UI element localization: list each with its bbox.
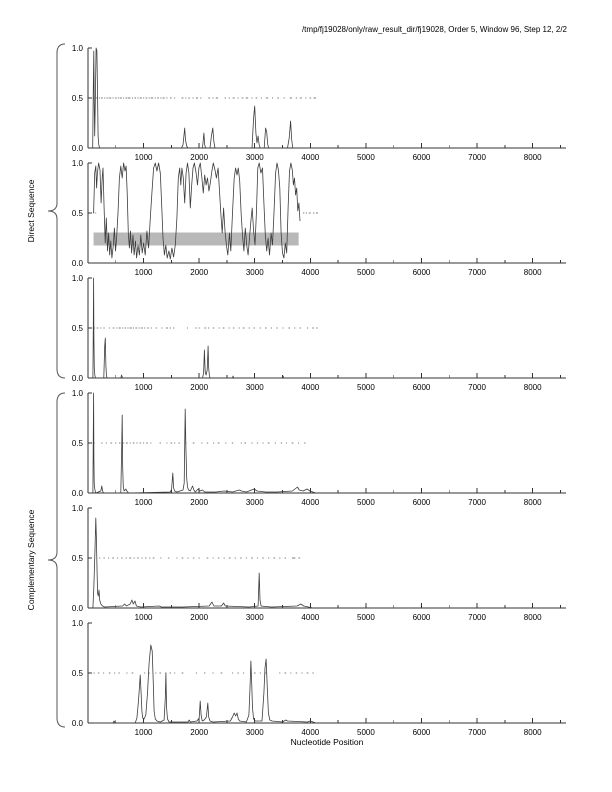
y-tick-label: 1.0 [72,159,84,168]
x-tick-label: 3000 [246,383,264,392]
x-tick-label: 8000 [524,613,542,622]
probability-curve [93,162,301,260]
panels-group: 0.0 0.5 1.0 1000 2000 3000 4000 5000 6000 7000 800… [72,44,566,737]
panel-complementary-frame-1: 0.0 0.5 1.0 1000 2000 3000 4000 5000 6000 7000 800… [72,389,566,507]
probability-curve [92,47,319,149]
x-tick-label: 6000 [413,383,431,392]
x-tick-label: 5000 [357,613,375,622]
x-tick-label: 5000 [357,153,375,162]
x-tick-label: 8000 [524,498,542,507]
x-tick-label: 3000 [246,613,264,622]
x-tick-label: 7000 [468,383,486,392]
direct-sequence-brace [47,43,66,379]
complementary-sequence-brace [47,392,66,728]
x-tick-label: 3000 [246,153,264,162]
x-tick-label: 6000 [413,268,431,277]
probability-curve [92,644,317,724]
x-tick-label: 3000 [246,728,264,737]
x-tick-label: 6000 [413,728,431,737]
panel-complementary-frame-2: 0.0 0.5 1.0 1000 2000 3000 4000 5000 6000 7000 800… [72,504,566,622]
x-tick-label: 5000 [357,268,375,277]
x-tick-label: 2000 [190,153,208,162]
y-tick-label: 0.5 [72,554,84,563]
x-tick-label: 7000 [468,268,486,277]
x-tick-label: 5000 [357,383,375,392]
y-tick-label: 1.0 [72,389,84,398]
y-tick-label: 0.0 [72,144,84,153]
panel-complementary-frame-3: 0.0 0.5 1.0 1000 2000 3000 4000 5000 6000 7000 800… [72,619,566,737]
x-tick-label: 5000 [357,728,375,737]
x-tick-label: 2000 [190,728,208,737]
panel-direct-frame-3: 0.0 0.5 1.0 1000 2000 3000 4000 5000 6000 7000 800… [72,274,566,392]
y-tick-label: 0.0 [72,719,84,728]
y-tick-label: 1.0 [72,504,84,513]
x-tick-label: 7000 [468,613,486,622]
x-tick-label: 7000 [468,153,486,162]
plot-title: /tmp/fj19028/only/raw_result_dir/fj19028… [301,25,567,34]
y-tick-label: 0.5 [72,439,84,448]
complementary-sequence-label: Complementary Sequence [26,509,36,611]
x-tick-label: 7000 [468,498,486,507]
y-tick-label: 0.5 [72,209,84,218]
panel-direct-frame-2: 0.0 0.5 1.0 1000 2000 3000 4000 5000 6000 7000 800… [72,159,566,277]
x-tick-label: 3000 [246,498,264,507]
x-tick-label: 4000 [301,268,319,277]
x-tick-label: 3000 [246,268,264,277]
x-tick-label: 1000 [135,268,153,277]
y-tick-label: 1.0 [72,44,84,53]
x-tick-label: 4000 [301,728,319,737]
x-tick-label: 8000 [524,728,542,737]
probability-curve [92,517,314,609]
panel-direct-frame-1: 0.0 0.5 1.0 1000 2000 3000 4000 5000 6000 7000 800… [72,44,566,162]
y-tick-label: 0.5 [72,94,84,103]
x-axis-label: Nucleotide Position [290,737,364,747]
y-tick-label: 0.5 [72,669,84,678]
x-tick-label: 2000 [190,383,208,392]
x-tick-label: 8000 [524,153,542,162]
x-tick-label: 6000 [413,613,431,622]
x-tick-label: 1000 [135,613,153,622]
x-tick-label: 1000 [135,498,153,507]
x-tick-label: 4000 [301,613,319,622]
x-tick-label: 2000 [190,498,208,507]
y-tick-label: 0.0 [72,604,84,613]
y-tick-label: 0.0 [72,489,84,498]
y-tick-label: 0.5 [72,324,84,333]
highlight-band [93,232,299,246]
x-tick-label: 5000 [357,498,375,507]
y-tick-label: 0.0 [72,374,84,383]
x-tick-label: 8000 [524,268,542,277]
y-tick-label: 1.0 [72,274,84,283]
y-tick-label: 1.0 [72,619,84,628]
x-tick-label: 1000 [135,728,153,737]
x-tick-label: 6000 [413,153,431,162]
probability-curve [92,277,319,379]
x-tick-label: 8000 [524,383,542,392]
x-tick-label: 1000 [135,383,153,392]
x-tick-label: 4000 [301,383,319,392]
y-tick-label: 0.0 [72,259,84,268]
probability-curve [92,392,317,494]
x-tick-label: 7000 [468,728,486,737]
x-tick-label: 2000 [190,268,208,277]
x-tick-label: 6000 [413,498,431,507]
x-tick-label: 4000 [301,153,319,162]
direct-sequence-label: Direct Sequence [26,179,36,243]
x-tick-label: 1000 [135,153,153,162]
x-tick-label: 2000 [190,613,208,622]
x-tick-label: 4000 [301,498,319,507]
